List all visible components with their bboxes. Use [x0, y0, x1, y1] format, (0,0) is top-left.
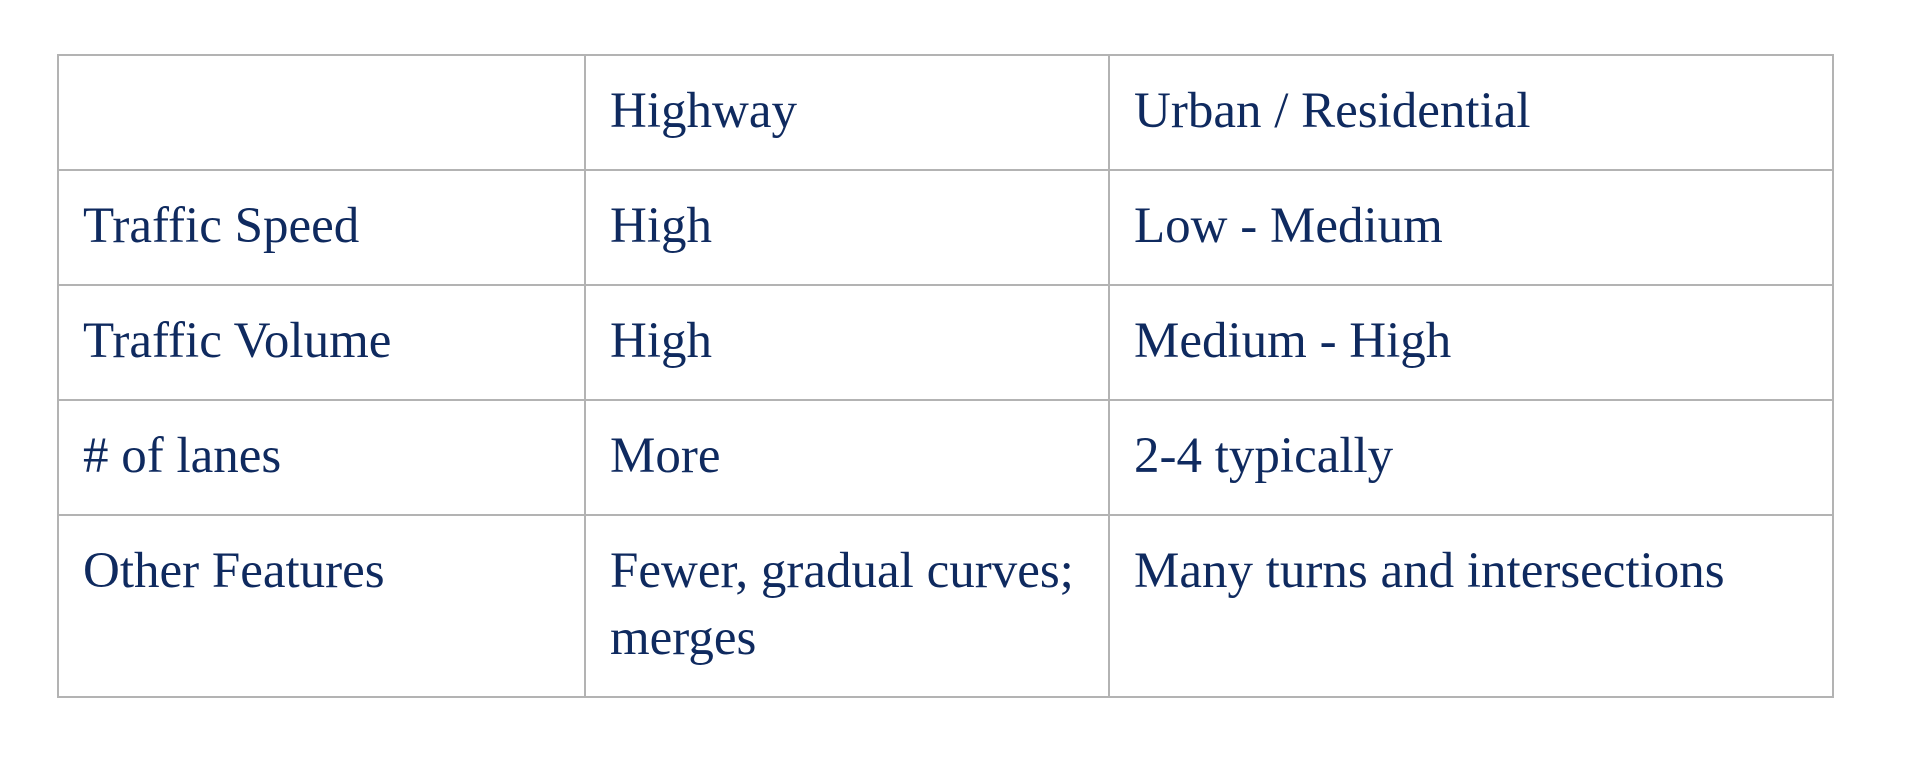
cell-highway-traffic-speed: High [584, 169, 1110, 286]
row-label-traffic-volume: Traffic Volume [57, 284, 586, 401]
row-label-number-of-lanes: # of lanes [57, 399, 586, 516]
row-label-other-features: Other Features [57, 514, 586, 698]
comparison-table: Highway Urban / Residential Traffic Spee… [57, 54, 1834, 698]
cell-urban-traffic-speed: Low - Medium [1108, 169, 1834, 286]
header-cell-urban-residential: Urban / Residential [1108, 54, 1834, 171]
cell-highway-number-of-lanes: More [584, 399, 1110, 516]
table-row: Traffic Speed High Low - Medium [57, 169, 1834, 286]
table-row: Other Features Fewer, gradual curves; me… [57, 514, 1834, 698]
cell-highway-traffic-volume: High [584, 284, 1110, 401]
table-header-row: Highway Urban / Residential [57, 54, 1834, 171]
table-row: # of lanes More 2-4 typically [57, 399, 1834, 516]
header-cell-empty [57, 54, 586, 171]
cell-urban-number-of-lanes: 2-4 typically [1108, 399, 1834, 516]
cell-urban-traffic-volume: Medium - High [1108, 284, 1834, 401]
cell-urban-other-features: Many turns and intersections [1108, 514, 1834, 698]
header-cell-highway: Highway [584, 54, 1110, 171]
row-label-traffic-speed: Traffic Speed [57, 169, 586, 286]
cell-highway-other-features: Fewer, gradual curves; merges [584, 514, 1110, 698]
table-row: Traffic Volume High Medium - High [57, 284, 1834, 401]
comparison-table-container: Highway Urban / Residential Traffic Spee… [57, 54, 1834, 698]
